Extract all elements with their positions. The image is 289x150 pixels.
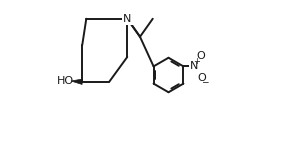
Polygon shape [71, 79, 82, 84]
Text: +: + [194, 57, 200, 66]
Text: HO: HO [57, 76, 74, 86]
Text: O: O [197, 51, 205, 61]
Text: O: O [197, 73, 206, 83]
Text: N: N [190, 61, 198, 71]
Text: −: − [201, 78, 208, 87]
Text: N: N [123, 14, 131, 24]
